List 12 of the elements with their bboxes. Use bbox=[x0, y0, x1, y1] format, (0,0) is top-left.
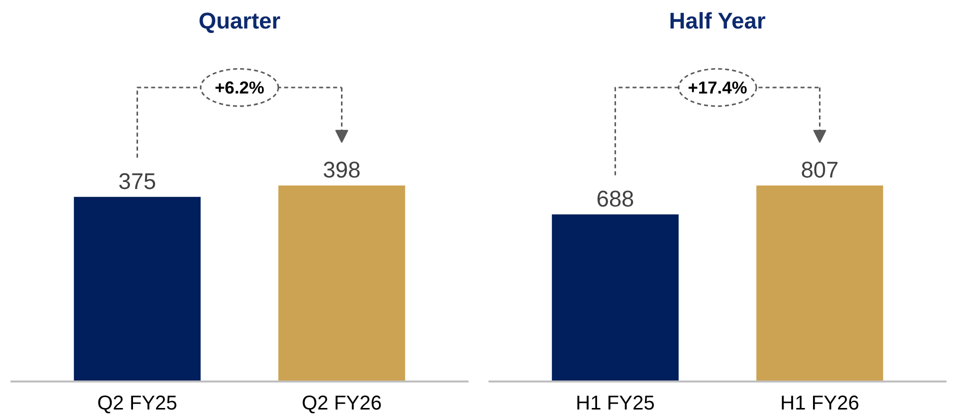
chart-title: Quarter bbox=[198, 8, 281, 34]
x-tick-label: Q2 FY25 bbox=[97, 392, 178, 414]
x-tick-label: Q2 FY26 bbox=[302, 392, 382, 414]
x-tick-label: H1 FY26 bbox=[780, 392, 860, 414]
text: +6.2% bbox=[214, 78, 264, 98]
text: +17.4% bbox=[688, 78, 748, 98]
data-label: 807 bbox=[800, 156, 839, 182]
x-tick-label: H1 FY25 bbox=[576, 392, 655, 414]
chart-title: Half Year bbox=[669, 8, 766, 34]
data-label: 375 bbox=[118, 168, 156, 194]
data-label: 398 bbox=[322, 156, 361, 182]
data-label: 688 bbox=[596, 185, 634, 212]
